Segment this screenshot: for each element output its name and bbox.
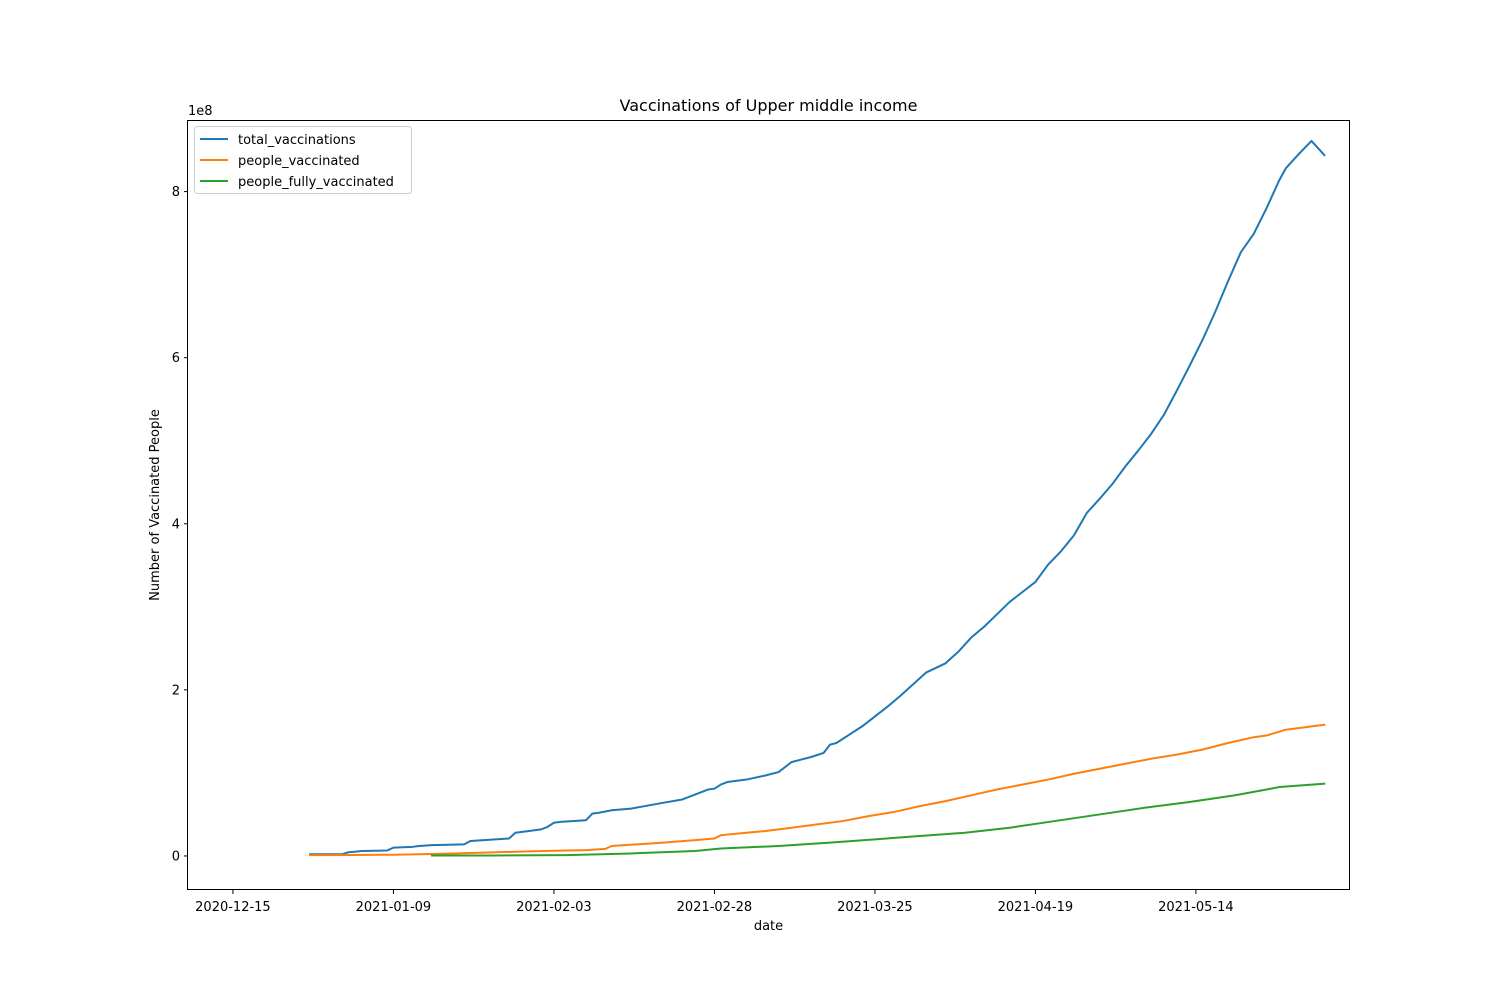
y-axis-label: Number of Vaccinated People xyxy=(148,409,163,601)
legend-box xyxy=(194,126,412,194)
chart-title: Vaccinations of Upper middle income xyxy=(620,96,918,115)
x-tick-label: 2021-01-09 xyxy=(356,900,432,915)
series-line-people-fully-vaccinated xyxy=(430,782,1326,857)
legend-label-total-vaccinations: total_vaccinations xyxy=(238,133,356,148)
x-tick-label: 2021-05-14 xyxy=(1158,900,1234,915)
plot-area: 2020-12-15 2021-01-09 2021-02-03 2021-02-28… xyxy=(172,120,1350,915)
y-tick-label: 6 xyxy=(172,351,180,366)
legend-label-people-fully-vaccinated: people_fully_vaccinated xyxy=(238,175,394,190)
series-line-total-vaccinations xyxy=(308,139,1326,856)
y-tick-label: 4 xyxy=(172,517,180,532)
x-axis-label: date xyxy=(754,919,783,934)
series-line-people-vaccinated xyxy=(308,723,1326,857)
legend: total_vaccinations people_vaccinated peo… xyxy=(194,126,412,194)
x-tick-label: 2021-04-19 xyxy=(998,900,1074,915)
axes-layer: 2020-12-15 2021-01-09 2021-02-03 2021-02-28… xyxy=(172,185,1234,915)
x-tick-label: 2021-03-25 xyxy=(837,900,913,915)
y-tick-label: 2 xyxy=(172,683,180,698)
y-tick-label: 8 xyxy=(172,185,180,200)
series-layer xyxy=(308,139,1326,857)
y-tick-label: 0 xyxy=(172,849,180,864)
legend-label-people-vaccinated: people_vaccinated xyxy=(238,154,360,169)
plot-frame xyxy=(187,120,1350,890)
x-tick-label: 2021-02-28 xyxy=(677,900,753,915)
x-tick-label: 2021-02-03 xyxy=(516,900,592,915)
y-scale-offset-label: 1e8 xyxy=(188,104,213,119)
x-tick-label: 2020-12-15 xyxy=(195,900,271,915)
